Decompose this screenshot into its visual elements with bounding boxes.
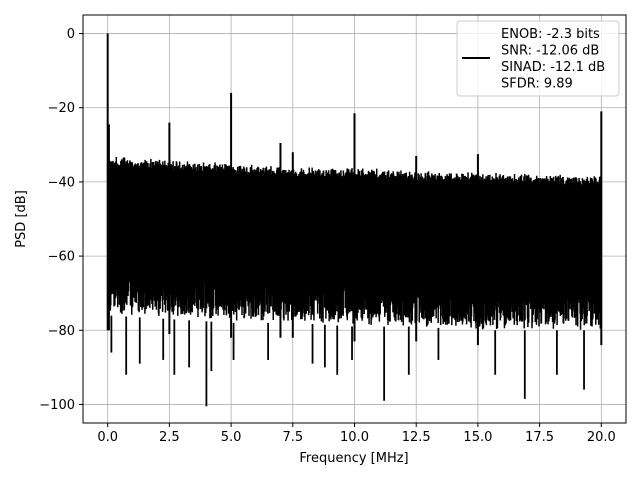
- legend-entry-line: SNR: -12.06 dB: [501, 44, 599, 59]
- y-axis-ticks: 0 −20 −40 −60 −80 −100: [39, 27, 83, 413]
- x-tick-label: 12.5: [402, 430, 431, 445]
- y-tick-label: −100: [39, 398, 75, 413]
- y-tick-label: −80: [48, 324, 75, 339]
- x-axis-label: Frequency [MHz]: [299, 451, 408, 466]
- x-tick-label: 20.0: [587, 430, 616, 445]
- psd-series: [106, 33, 603, 407]
- x-tick-label: 10.0: [340, 430, 369, 445]
- y-tick-label: −40: [48, 175, 75, 190]
- x-tick-label: 5.0: [221, 430, 242, 445]
- legend-entry-line: ENOB: -2.3 bits: [501, 27, 600, 42]
- y-axis-label: PSD [dB]: [14, 190, 29, 248]
- legend-entry-line: SINAD: -12.1 dB: [501, 60, 605, 75]
- y-tick-label: 0: [67, 27, 75, 42]
- y-tick-label: −20: [48, 101, 75, 116]
- x-tick-label: 7.5: [282, 430, 303, 445]
- x-tick-label: 2.5: [159, 430, 180, 445]
- legend-box: [456, 20, 620, 97]
- x-tick-label: 17.5: [525, 430, 554, 445]
- x-tick-label: 0.0: [97, 430, 118, 445]
- y-tick-label: −60: [48, 250, 75, 265]
- x-tick-label: 15.0: [463, 430, 492, 445]
- legend-entry-line: SFDR: 9.89: [501, 77, 573, 92]
- x-axis-ticks: 0.0 2.5 5.0 7.5 10.0 12.5 15.0 17.5 20.0: [97, 423, 616, 445]
